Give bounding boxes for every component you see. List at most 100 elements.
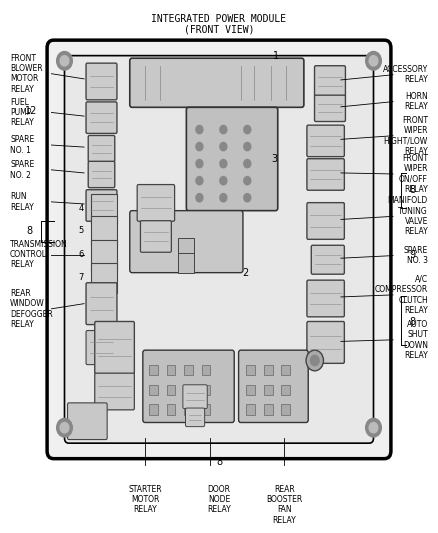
Text: MANIFOLD
TUNING
VALVE
RELAY: MANIFOLD TUNING VALVE RELAY <box>388 196 428 237</box>
Circle shape <box>244 193 251 202</box>
FancyBboxPatch shape <box>307 321 344 364</box>
FancyBboxPatch shape <box>185 408 205 426</box>
FancyBboxPatch shape <box>88 161 115 188</box>
Circle shape <box>369 55 378 66</box>
Bar <box>149 365 158 375</box>
Text: 7: 7 <box>79 273 84 282</box>
FancyBboxPatch shape <box>67 403 107 440</box>
FancyBboxPatch shape <box>47 40 391 459</box>
Text: (FRONT VIEW): (FRONT VIEW) <box>184 25 254 35</box>
FancyBboxPatch shape <box>86 330 117 365</box>
Circle shape <box>196 159 203 168</box>
Text: SPARE
NO. 2: SPARE NO. 2 <box>10 160 34 180</box>
Bar <box>91 263 117 293</box>
Text: 2: 2 <box>242 268 248 278</box>
FancyBboxPatch shape <box>88 135 115 162</box>
Text: 8: 8 <box>27 227 33 236</box>
Text: SPARE
NO. 1: SPARE NO. 1 <box>10 135 34 155</box>
FancyBboxPatch shape <box>239 350 308 423</box>
Circle shape <box>366 52 381 70</box>
Circle shape <box>311 356 319 366</box>
Text: A/C
COMPRESSOR
CLUTCH
RELAY: A/C COMPRESSOR CLUTCH RELAY <box>374 275 428 315</box>
Bar <box>281 385 290 395</box>
Bar <box>264 405 272 415</box>
FancyBboxPatch shape <box>314 95 346 122</box>
Text: TRANSMISSION
CONTROL
RELAY: TRANSMISSION CONTROL RELAY <box>10 240 68 270</box>
FancyBboxPatch shape <box>130 211 243 273</box>
Circle shape <box>220 159 227 168</box>
Circle shape <box>57 418 72 437</box>
Text: REAR
WINDOW
DEFOGGER
RELAY: REAR WINDOW DEFOGGER RELAY <box>10 289 53 329</box>
Bar <box>178 253 194 273</box>
Circle shape <box>196 176 203 185</box>
Bar <box>167 405 176 415</box>
Circle shape <box>57 52 72 70</box>
Text: 1: 1 <box>272 51 279 61</box>
FancyBboxPatch shape <box>143 350 234 423</box>
Bar <box>264 385 272 395</box>
Circle shape <box>220 125 227 134</box>
FancyBboxPatch shape <box>311 245 344 274</box>
Text: RUN
RELAY: RUN RELAY <box>10 192 34 212</box>
Circle shape <box>244 142 251 151</box>
Text: REAR
BOOSTER
FAN
RELAY: REAR BOOSTER FAN RELAY <box>266 484 302 524</box>
Circle shape <box>244 125 251 134</box>
Bar <box>264 365 272 375</box>
Circle shape <box>306 350 323 371</box>
FancyBboxPatch shape <box>86 190 117 221</box>
Text: HORN
RELAY: HORN RELAY <box>404 92 428 111</box>
Bar <box>184 385 193 395</box>
Text: STARTER
MOTOR
RELAY: STARTER MOTOR RELAY <box>128 484 162 514</box>
Bar <box>178 238 194 257</box>
Circle shape <box>220 142 227 151</box>
FancyBboxPatch shape <box>183 385 207 409</box>
Bar <box>167 365 176 375</box>
FancyBboxPatch shape <box>86 282 117 325</box>
Text: FUEL
PUMP
RELAY: FUEL PUMP RELAY <box>10 98 34 127</box>
Text: INTEGRATED POWER MODULE: INTEGRATED POWER MODULE <box>152 14 286 25</box>
FancyBboxPatch shape <box>186 107 278 211</box>
Bar <box>281 365 290 375</box>
Circle shape <box>196 125 203 134</box>
Bar <box>149 385 158 395</box>
Text: 3: 3 <box>271 154 277 164</box>
FancyBboxPatch shape <box>86 63 117 100</box>
Text: FRONT
WIPER
ON/OFF
RELAY: FRONT WIPER ON/OFF RELAY <box>399 154 428 194</box>
FancyBboxPatch shape <box>307 159 344 190</box>
FancyBboxPatch shape <box>314 66 346 97</box>
Text: FRONT
WIPER
HIGHT/LOW
RELAY: FRONT WIPER HIGHT/LOW RELAY <box>384 116 428 156</box>
Circle shape <box>60 423 69 433</box>
Circle shape <box>244 176 251 185</box>
Text: 4: 4 <box>79 204 84 213</box>
Bar <box>201 365 210 375</box>
Bar <box>184 405 193 415</box>
Circle shape <box>196 142 203 151</box>
Bar <box>201 405 210 415</box>
Text: ACCESSORY
RELAY: ACCESSORY RELAY <box>383 65 428 84</box>
FancyBboxPatch shape <box>130 58 304 107</box>
FancyBboxPatch shape <box>86 102 117 133</box>
Circle shape <box>366 418 381 437</box>
Circle shape <box>196 193 203 202</box>
Circle shape <box>244 159 251 168</box>
Bar <box>149 405 158 415</box>
Bar <box>91 193 117 223</box>
FancyBboxPatch shape <box>307 125 344 157</box>
Bar <box>281 405 290 415</box>
Bar <box>167 385 176 395</box>
Text: 8: 8 <box>410 185 416 195</box>
Text: 8: 8 <box>410 317 416 327</box>
FancyBboxPatch shape <box>307 280 344 317</box>
FancyBboxPatch shape <box>307 203 344 239</box>
FancyBboxPatch shape <box>95 373 134 410</box>
Bar <box>247 405 255 415</box>
FancyBboxPatch shape <box>64 55 374 443</box>
Text: FRONT
BLOWER
MOTOR
RELAY: FRONT BLOWER MOTOR RELAY <box>10 54 43 94</box>
Circle shape <box>60 55 69 66</box>
Circle shape <box>220 193 227 202</box>
Bar <box>247 385 255 395</box>
Bar <box>91 216 117 246</box>
Circle shape <box>369 423 378 433</box>
Bar <box>184 365 193 375</box>
Circle shape <box>220 176 227 185</box>
